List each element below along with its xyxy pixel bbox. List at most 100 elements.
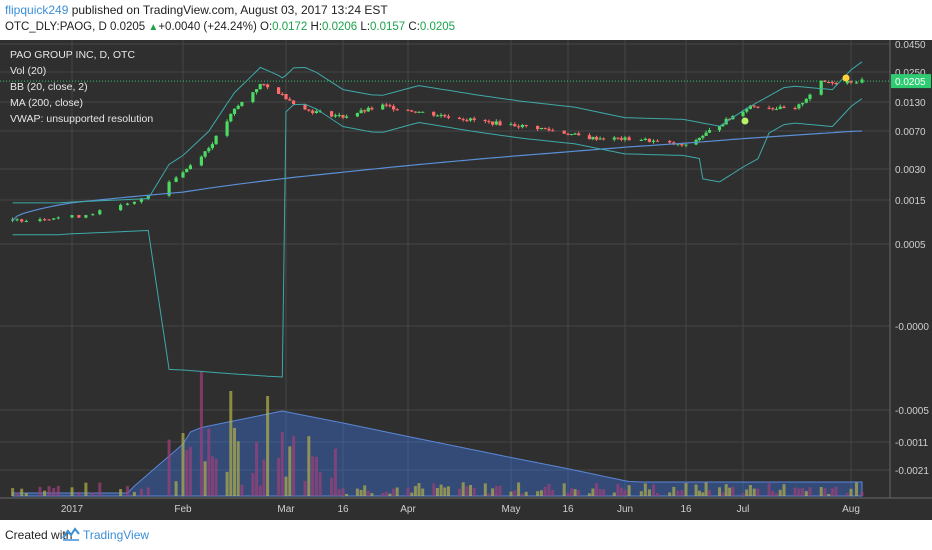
open-value: 0.0172 [272, 21, 308, 33]
candle-body [132, 201, 136, 204]
candle-body [472, 118, 476, 120]
volume-bar [229, 391, 233, 496]
candle-body [647, 138, 651, 142]
volume-bar [410, 492, 414, 496]
candle-body [284, 94, 288, 100]
candle-body [797, 104, 801, 109]
volume-bar [668, 492, 672, 496]
volume-bar [771, 491, 775, 496]
volume-bar [337, 489, 341, 496]
candle-body [509, 124, 513, 126]
candle-body [748, 105, 752, 109]
candle-body [366, 107, 370, 112]
candle-body [303, 104, 307, 110]
candle-body [181, 172, 185, 178]
candle-body [388, 105, 392, 107]
volume-bar [845, 492, 849, 496]
volume-bar [292, 436, 296, 496]
tradingview-brand-link[interactable]: TradingView [83, 528, 150, 542]
candle-body [771, 108, 775, 110]
volume-bar [793, 487, 797, 496]
volume-bar [718, 487, 721, 496]
volume-bar [517, 482, 521, 496]
price-chart[interactable]: 0.0450 0.0250 0.0130 0.0070 0.0030 0.0015 0.00… [0, 40, 932, 520]
y-tick-label: -0.0000 [895, 322, 929, 333]
candle-body [288, 99, 292, 101]
volume-bar [207, 428, 211, 496]
candle-body [483, 120, 487, 122]
chart-area[interactable]: 0.0450 0.0250 0.0130 0.0070 0.0030 0.0015 0.00… [0, 40, 932, 520]
candle-body [258, 84, 262, 90]
candle-body [91, 214, 95, 216]
volume-bar [126, 485, 129, 496]
y-tick-label: 0.0130 [895, 98, 926, 109]
candle-body [174, 177, 178, 182]
candle-body [752, 105, 756, 107]
y-tick-label: 0.0030 [895, 165, 926, 176]
author-link[interactable]: flipquick249 [5, 3, 69, 17]
ma200-line [12, 130, 863, 221]
volume-bar [619, 487, 623, 496]
volume-bar [573, 489, 577, 496]
volume-bar [684, 483, 688, 496]
candle-body [370, 107, 374, 110]
candle-body [333, 115, 337, 117]
volume-bar [676, 490, 680, 496]
candle-body [457, 117, 462, 119]
volume-bar [849, 488, 853, 496]
volume-bar [311, 456, 315, 496]
volume-bar [188, 446, 192, 496]
candle-body [381, 104, 385, 110]
volume-bar [132, 492, 136, 496]
candle-body [421, 111, 425, 113]
y-tick-label: 0.0250 [895, 68, 926, 79]
volume-bar [616, 483, 620, 496]
volume-bar [721, 492, 725, 496]
volume-bar [52, 488, 56, 496]
volume-bar [443, 487, 447, 496]
volume-bar [491, 488, 495, 496]
volume-bar [797, 488, 801, 496]
candle-body [417, 111, 421, 113]
volume-bar [435, 488, 439, 496]
x-tick-label: Jul [737, 504, 750, 515]
candle-body [251, 92, 255, 102]
volume-bar [421, 488, 425, 496]
volume-bar [381, 493, 385, 496]
candle-body [616, 137, 620, 139]
candle-body [598, 138, 602, 140]
volume-bar [251, 473, 255, 496]
close-value: 0.0205 [419, 21, 456, 33]
volume-bar [240, 484, 244, 496]
volume-bar [647, 489, 651, 496]
volume-bar [748, 485, 752, 496]
candle-body [745, 108, 749, 112]
volume-bar [70, 487, 74, 496]
volume-bar [494, 486, 498, 496]
footer: Created with TradingView [0, 520, 932, 550]
candle-body [225, 121, 229, 136]
volume-bar [598, 489, 602, 496]
candle-body [697, 137, 701, 141]
candle-body [547, 128, 551, 131]
candle-body [721, 124, 725, 127]
volume-bar [855, 482, 858, 496]
candle-body [70, 215, 74, 218]
x-tick-label: 16 [337, 504, 349, 515]
volume-bar [47, 486, 51, 496]
x-tick-label: Aug [842, 504, 860, 515]
volume-bar [756, 488, 760, 496]
y-tick-label: 0.0015 [895, 196, 926, 207]
up-arrow-icon: ▲ [148, 22, 159, 33]
event-dot-icon [741, 117, 749, 125]
candle-body [830, 82, 834, 84]
volume-bar [520, 493, 524, 496]
volume-bar [801, 488, 805, 496]
volume-bar [388, 493, 392, 496]
volume-bar [652, 484, 655, 496]
volume-bar [277, 457, 281, 496]
candle-body [591, 136, 595, 140]
axes: 0.0450 0.0250 0.0130 0.0070 0.0030 0.0015 0.00… [0, 40, 932, 515]
volume-bar [612, 492, 616, 496]
volume-bar [366, 490, 370, 496]
